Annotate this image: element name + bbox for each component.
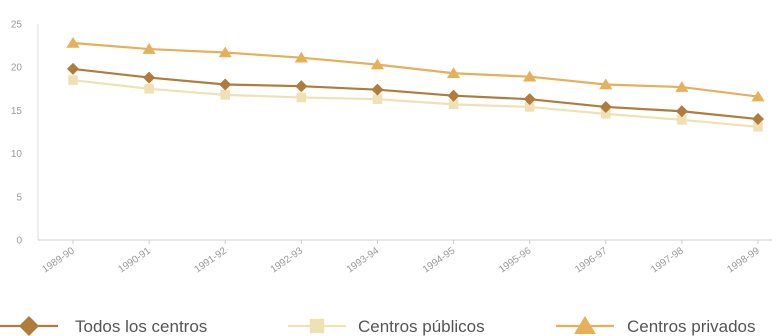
data-point (523, 70, 537, 82)
legend-marker (309, 318, 325, 334)
x-tick-label: 1994-95 (421, 245, 458, 275)
data-point (370, 58, 385, 70)
data-point (142, 43, 156, 54)
x-tick-label: 1991-92 (193, 245, 230, 275)
legend-marker (19, 316, 39, 336)
series-triangle (66, 37, 765, 102)
legend-label: Centros privados (627, 317, 756, 336)
x-tick-label: 1998-99 (725, 245, 762, 275)
legend-item: Todos los centros (0, 316, 207, 336)
data-point (219, 78, 232, 91)
x-tick-label: 1993-94 (345, 245, 382, 275)
legend: Todos los centros Centros públicos Centros… (0, 316, 756, 336)
series-square (68, 75, 763, 132)
data-point (599, 100, 612, 113)
y-tick-label: 10 (11, 149, 23, 160)
legend-marker (574, 316, 596, 334)
data-point (675, 81, 689, 92)
data-point (296, 92, 307, 103)
x-tick-label: 1995-96 (497, 245, 534, 275)
series-layer (66, 37, 765, 132)
series-line (72, 41, 759, 98)
data-point (220, 90, 231, 100)
data-point (447, 89, 460, 102)
x-tick-label: 1989-90 (40, 245, 77, 275)
legend-item: Centros privados (556, 316, 756, 336)
series-line (72, 67, 759, 121)
data-point (294, 51, 308, 63)
data-point (66, 37, 80, 48)
series-line (72, 79, 759, 128)
data-point (600, 109, 611, 119)
data-point (143, 71, 156, 84)
data-point (68, 75, 78, 85)
data-point (372, 94, 383, 104)
data-point (677, 115, 687, 125)
y-tick-label: 15 (11, 106, 23, 117)
x-tick-label: 1996-97 (573, 245, 610, 275)
data-point (295, 80, 308, 93)
series-diamond (67, 62, 764, 126)
data-point (446, 67, 461, 79)
data-point (67, 62, 79, 75)
data-point (751, 90, 765, 102)
data-point (752, 113, 764, 126)
legend-item: Centros públicos (288, 317, 485, 336)
y-tick-label: 25 (11, 20, 23, 31)
data-point (599, 78, 613, 90)
data-point (218, 46, 232, 58)
legend-label: Centros públicos (358, 317, 485, 336)
legend-label: Todos los centros (75, 317, 207, 336)
data-point (523, 93, 536, 106)
data-point (448, 99, 459, 110)
y-tick-label: 0 (16, 236, 22, 247)
data-point (753, 122, 763, 132)
y-axis-ticks: 0 5 10 15 20 25 (11, 20, 23, 247)
y-tick-label: 20 (11, 63, 23, 74)
y-tick-label: 5 (16, 192, 22, 203)
x-tick-label: 1992-93 (269, 245, 306, 275)
data-point (675, 105, 688, 118)
data-point (371, 83, 384, 96)
x-tick-label: 1997-98 (649, 245, 686, 275)
x-tick-label: 1990-91 (116, 245, 153, 275)
x-axis-ticks: 1989-90 1990-91 1991-92 1992-93 1993-94 1994-… (40, 240, 762, 276)
data-point (144, 84, 154, 94)
data-point (524, 102, 535, 112)
